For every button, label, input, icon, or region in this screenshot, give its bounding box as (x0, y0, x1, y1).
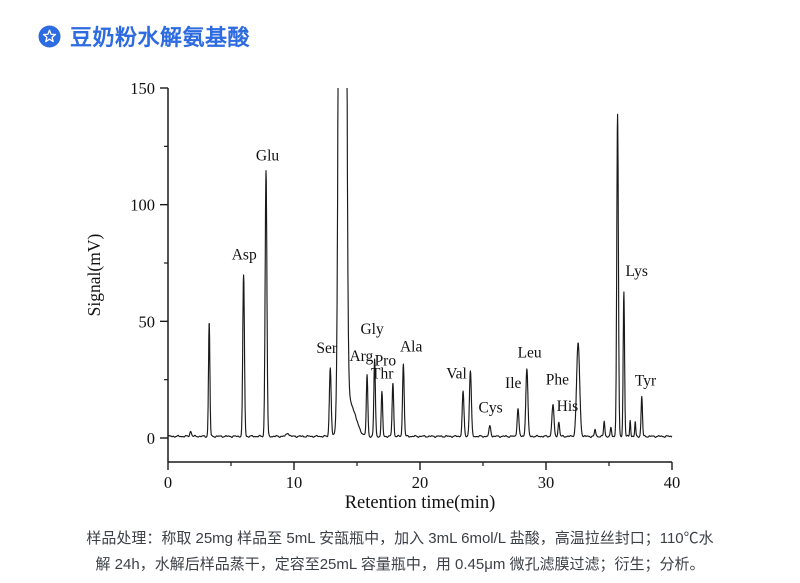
peak-label-ala: Ala (400, 339, 423, 356)
svg-text:Signal(mV): Signal(mV) (84, 234, 104, 317)
peak-label-gly: Gly (360, 321, 384, 338)
svg-text:50: 50 (139, 312, 156, 331)
svg-text:30: 30 (538, 473, 555, 492)
svg-text:0: 0 (147, 429, 155, 448)
peak-label-asp: Asp (232, 247, 257, 264)
sample-prep-caption: 样品处理：称取 25mg 样品至 5mL 安瓿瓶中，加入 3mL 6mol/L … (0, 526, 800, 578)
peak-label-val: Val (446, 366, 467, 383)
peak-label-ile: Ile (505, 375, 521, 392)
page-title: 豆奶粉水解氨基酸 (70, 25, 251, 50)
svg-text:Retention time(min): Retention time(min) (345, 493, 496, 513)
peak-label-pro: Pro (375, 353, 397, 370)
svg-text:40: 40 (664, 473, 681, 492)
peak-label-lys: Lys (626, 263, 648, 280)
page-header: 豆奶粉水解氨基酸 (38, 20, 250, 52)
star-badge-icon (38, 25, 61, 47)
svg-text:20: 20 (412, 473, 429, 492)
chromatogram-chart: 0 50 100 150 0 10 20 30 40 Retention time(min) Sig… (0, 70, 800, 528)
peak-label-tyr: Tyr (635, 373, 657, 390)
peak-label-cys: Cys (478, 399, 502, 416)
chromatogram-svg: 0 50 100 150 0 10 20 30 40 Retention time(min) Sig… (84, 79, 681, 513)
svg-text:10: 10 (286, 473, 303, 492)
peak-label-phe: Phe (546, 371, 569, 388)
peak-label-his: His (557, 398, 579, 415)
peak-label-leu: Leu (518, 345, 542, 362)
caption-line-2: 解 24h，水解后样品蒸干，定容至25mL 容量瓶中，用 0.45μm 微孔滤膜… (95, 556, 705, 573)
caption-line-1: 样品处理：称取 25mg 样品至 5mL 安瓿瓶中，加入 3mL 6mol/L … (86, 530, 714, 547)
peak-label-thr: Thr (371, 366, 394, 383)
svg-text:0: 0 (164, 473, 172, 492)
svg-text:150: 150 (130, 79, 155, 98)
peak-label-glu: Glu (256, 147, 280, 164)
svg-text:100: 100 (130, 196, 155, 215)
peak-label-ser: Ser (316, 340, 338, 357)
peak-label-arg: Arg (349, 348, 373, 365)
